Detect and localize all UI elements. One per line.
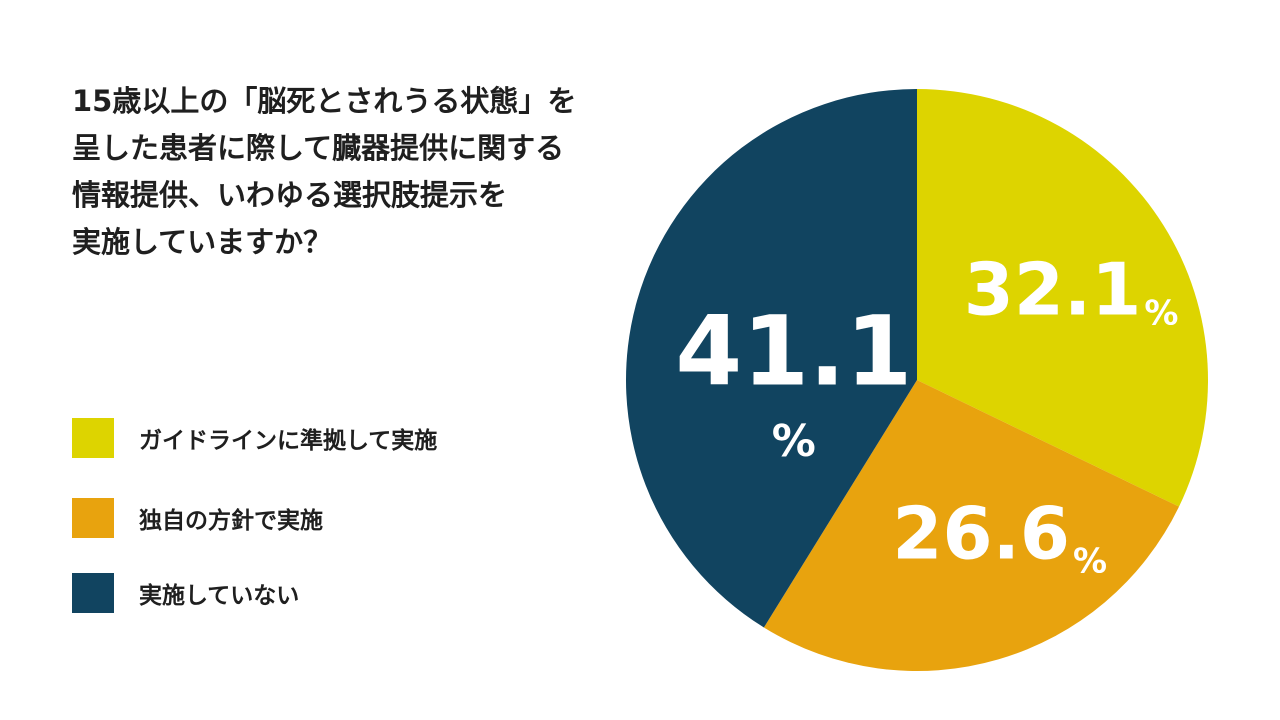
slice-unit-label: % (772, 416, 816, 467)
legend-swatch (72, 418, 114, 458)
pie-slice (917, 89, 1208, 507)
chart-title: 15歳以上の「脳死とされうる状態」を 呈した患者に際して臓器提供に関する 情報提… (72, 78, 712, 266)
title-line: 呈した患者に際して臓器提供に関する (72, 131, 565, 165)
legend-item-not-implemented: 実施していない (72, 573, 299, 613)
slice-value-label: 41.1 (675, 295, 912, 407)
legend-item-guideline: ガイドラインに準拠して実施 (72, 418, 437, 458)
pie-slice (763, 380, 1180, 672)
legend-swatch (72, 498, 114, 538)
title-line: 情報提供、いわゆる選択肢提示を (72, 178, 508, 212)
pie-slice (625, 89, 917, 628)
legend-label: 実施していない (139, 583, 300, 609)
slice-value-label: 32.1 (964, 247, 1142, 331)
title-line: 15歳以上の「脳死とされうる状態」を (72, 84, 577, 118)
legend-swatch (72, 573, 114, 613)
title-line: 実施していますか？ (72, 225, 333, 259)
slice-value-label: 26.6 (892, 492, 1070, 576)
legend-label: 独自の方針で実施 (139, 508, 323, 534)
legend-label: ガイドラインに準拠して実施 (139, 428, 438, 454)
legend-item-own-policy: 独自の方針で実施 (72, 498, 323, 538)
slice-unit-label: % (1073, 542, 1107, 582)
slice-unit-label: % (1144, 293, 1178, 333)
